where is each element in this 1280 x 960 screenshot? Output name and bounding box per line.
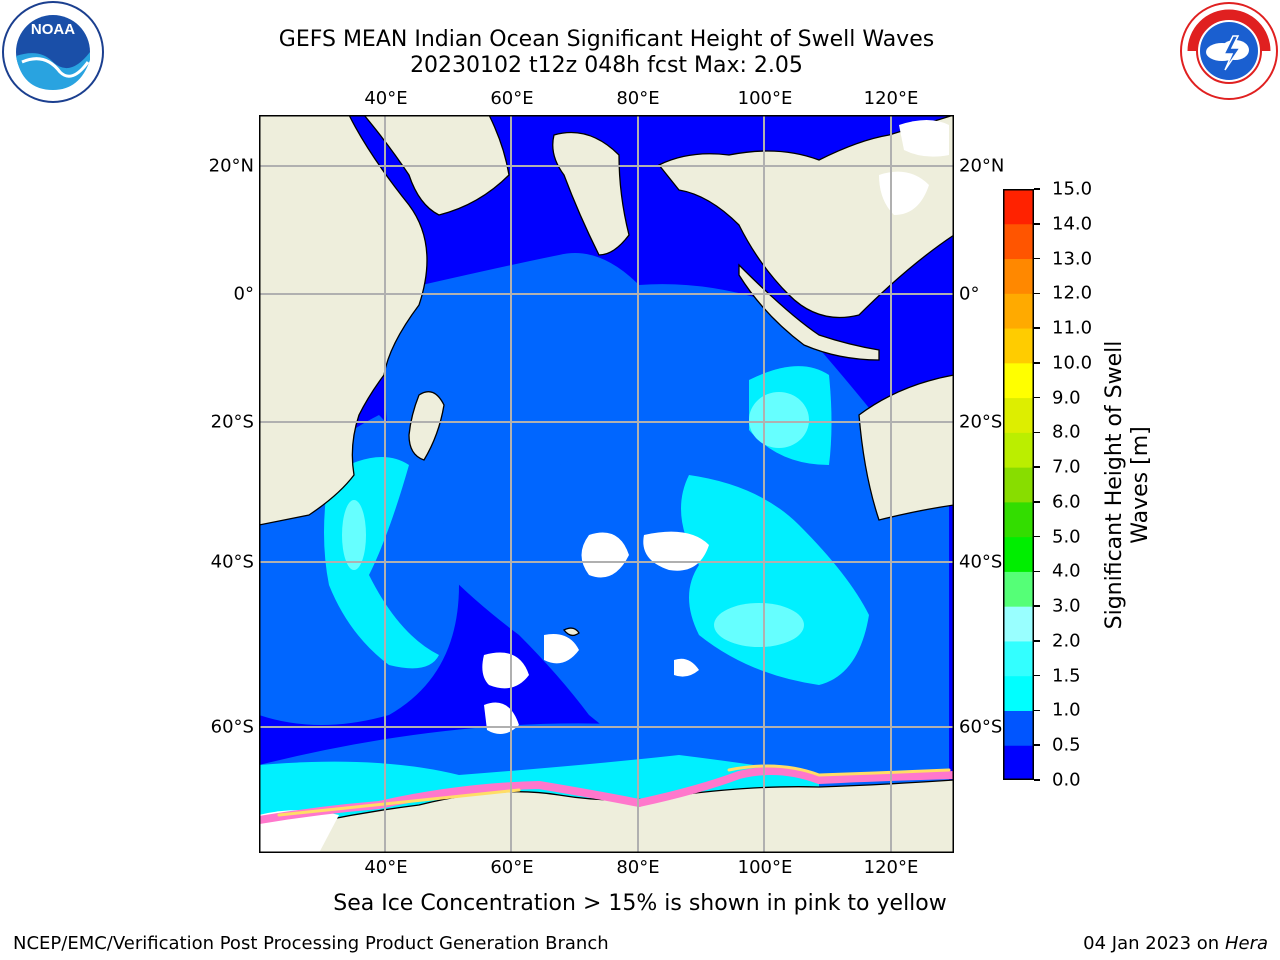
colorbar-border bbox=[1003, 189, 1034, 780]
colorbar-label: Significant Height of Swell Waves [m] bbox=[1102, 341, 1154, 630]
colorbar-segment bbox=[1003, 536, 1034, 572]
colorbar-segment bbox=[1003, 258, 1034, 294]
lon-tick-bottom-60: 60°E bbox=[490, 857, 534, 878]
lat-tick-right-60s: 60°S bbox=[959, 716, 1003, 738]
lon-tick-top-120: 120°E bbox=[863, 88, 919, 109]
lat-tick-right-20s: 20°S bbox=[959, 411, 1003, 433]
footer-host: Hera bbox=[1224, 933, 1268, 954]
nws-logo bbox=[1180, 2, 1278, 100]
colorbar-tick-label: 15.0 bbox=[1052, 178, 1093, 200]
colorbar-tick-label: 10.0 bbox=[1052, 352, 1093, 374]
colorbar-segment bbox=[1003, 432, 1034, 468]
colorbar-tick-label: 6.0 bbox=[1052, 491, 1081, 513]
colorbar-tick-mark bbox=[1034, 744, 1040, 746]
colorbar-tick-label: 1.0 bbox=[1052, 699, 1081, 721]
lat-tick-right-0: 0° bbox=[959, 283, 980, 305]
lat-tick-left-0: 0° bbox=[233, 283, 254, 305]
colorbar-segment bbox=[1003, 571, 1034, 607]
colorbar-segment bbox=[1003, 362, 1034, 399]
gridlines bbox=[259, 115, 954, 853]
colorbar-tick-label: 2.0 bbox=[1052, 630, 1081, 652]
map-border bbox=[259, 115, 954, 853]
footer-date-text: 04 Jan 2023 on bbox=[1083, 933, 1225, 954]
colorbar-tick-label: 8.0 bbox=[1052, 421, 1081, 443]
footer-date: 04 Jan 2023 on Hera bbox=[1083, 933, 1268, 954]
colorbar-tick-mark bbox=[1034, 396, 1040, 399]
lon-tick-top-60: 60°E bbox=[490, 88, 534, 109]
colorbar-label-line-1: Significant Height of Swell bbox=[1102, 340, 1127, 630]
colorbar-tick-mark bbox=[1034, 779, 1040, 781]
colorbar-tick-mark bbox=[1034, 223, 1040, 225]
colorbar-tick-label: 14.0 bbox=[1052, 213, 1093, 235]
lat-tick-right-20n: 20°N bbox=[959, 155, 1005, 177]
colorbar-segment bbox=[1003, 467, 1034, 503]
lat-tick-left-20s: 20°S bbox=[210, 411, 254, 433]
colorbar-segment bbox=[1003, 710, 1034, 746]
sea-ice-note: Sea Ice Concentration > 15% is shown in … bbox=[333, 891, 947, 916]
colorbar-segment bbox=[1003, 501, 1034, 538]
colorbar-tick-mark bbox=[1034, 501, 1040, 503]
colorbar-segment bbox=[1003, 745, 1034, 780]
colorbar-tick-mark bbox=[1034, 327, 1040, 329]
colorbar-tick-mark bbox=[1034, 362, 1040, 364]
colorbar-tick-mark bbox=[1034, 709, 1040, 712]
colorbar-tick-mark bbox=[1034, 570, 1040, 573]
lon-tick-bottom-100: 100°E bbox=[737, 857, 793, 878]
colorbar-segment bbox=[1003, 675, 1034, 711]
title-line-1: GEFS MEAN Indian Ocean Significant Heigh… bbox=[278, 27, 935, 52]
colorbar-segment bbox=[1003, 640, 1034, 677]
colorbar-segment bbox=[1003, 328, 1034, 364]
lon-tick-bottom-40: 40°E bbox=[364, 857, 408, 878]
lon-tick-top-80: 80°E bbox=[616, 88, 660, 109]
lat-tick-right-40s: 40°S bbox=[959, 551, 1003, 573]
colorbar-segment bbox=[1003, 189, 1034, 225]
title-line-2: 20230102 t12z 048h fcst Max: 2.05 bbox=[410, 53, 803, 78]
map-panel bbox=[259, 115, 954, 853]
colorbar-tick-mark bbox=[1034, 640, 1040, 642]
chart-title: GEFS MEAN Indian Ocean Significant Heigh… bbox=[0, 27, 1213, 79]
lat-tick-left-20n: 20°N bbox=[208, 155, 254, 177]
colorbar-tick-mark bbox=[1034, 292, 1040, 295]
lat-tick-left-40s: 40°S bbox=[210, 551, 254, 573]
colorbar-tick-label: 3.0 bbox=[1052, 595, 1081, 617]
colorbar-tick-mark bbox=[1034, 674, 1040, 677]
colorbar-label-line-2: Waves [m] bbox=[1128, 426, 1153, 544]
colorbar-tick-mark bbox=[1034, 605, 1040, 607]
footer-credit: NCEP/EMC/Verification Post Processing Pr… bbox=[13, 933, 609, 954]
sea-ice-fringe bbox=[259, 764, 954, 824]
colorbar-tick-label: 5.0 bbox=[1052, 526, 1081, 548]
colorbar-tick-mark bbox=[1034, 257, 1040, 260]
colorbar-tick-label: 4.0 bbox=[1052, 560, 1081, 582]
colorbar-segment bbox=[1003, 223, 1034, 260]
lon-tick-top-100: 100°E bbox=[737, 88, 793, 109]
colorbar-tick-label: 13.0 bbox=[1052, 248, 1093, 270]
colorbar-segment bbox=[1003, 606, 1034, 642]
colorbar bbox=[1003, 189, 1034, 780]
colorbar-tick-label: 7.0 bbox=[1052, 456, 1081, 478]
colorbar-tick-label: 0.0 bbox=[1052, 769, 1081, 791]
colorbar-tick-mark bbox=[1034, 431, 1040, 434]
colorbar-tick-label: 9.0 bbox=[1052, 387, 1081, 409]
colorbar-tick-label: 11.0 bbox=[1052, 317, 1093, 339]
colorbar-tick-label: 12.0 bbox=[1052, 282, 1093, 304]
colorbar-tick-mark bbox=[1034, 535, 1040, 538]
lat-tick-left-60s: 60°S bbox=[210, 716, 254, 738]
colorbar-tick-label: 0.5 bbox=[1052, 734, 1081, 756]
noaa-logo: NOAA bbox=[2, 1, 104, 103]
colorbar-tick-mark bbox=[1034, 466, 1040, 468]
lon-tick-bottom-120: 120°E bbox=[863, 857, 919, 878]
colorbar-segment bbox=[1003, 397, 1034, 433]
colorbar-tick-mark bbox=[1034, 188, 1040, 190]
colorbar-segment bbox=[1003, 293, 1034, 329]
colorbar-tick-label: 1.5 bbox=[1052, 665, 1081, 687]
noaa-logo-text: NOAA bbox=[31, 21, 75, 38]
lon-tick-bottom-80: 80°E bbox=[616, 857, 660, 878]
lon-tick-top-40: 40°E bbox=[364, 88, 408, 109]
